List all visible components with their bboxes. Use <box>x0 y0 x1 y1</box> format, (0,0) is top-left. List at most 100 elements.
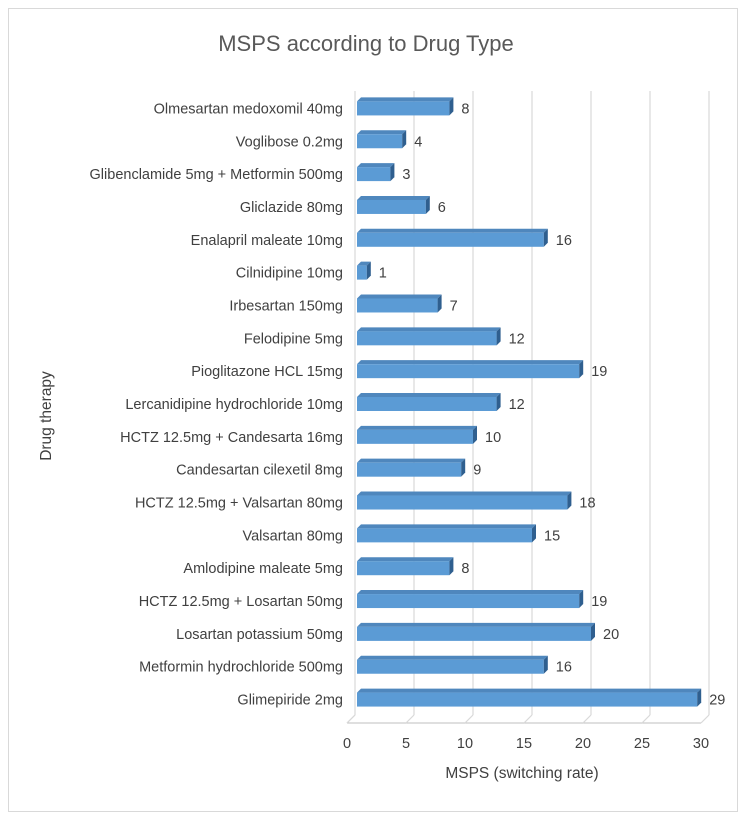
bar <box>357 393 501 411</box>
bar-front-face <box>357 429 473 444</box>
data-label: 12 <box>509 331 525 347</box>
bar-front-face <box>357 167 391 182</box>
bar-chart: MSPS according to Drug Type Olmesartan m… <box>38 31 725 782</box>
bar-front-face <box>357 561 450 576</box>
bar-end-face <box>449 97 454 116</box>
category-label: Felodipine 5mg <box>244 331 343 347</box>
bar-end-face <box>543 655 548 674</box>
bar-front-face <box>357 692 698 707</box>
data-label: 1 <box>379 266 387 282</box>
gridline-floor <box>346 714 356 724</box>
bar-end-face <box>543 228 548 247</box>
category-label: HCTZ 12.5mg + Valsartan 80mg <box>135 496 343 512</box>
bar <box>357 195 430 214</box>
category-label: Valsartan 80mg <box>243 528 343 544</box>
bar-front-face <box>357 298 438 313</box>
bar-end-face <box>449 557 454 576</box>
category-label: Olmesartan medoxomil 40mg <box>154 101 343 117</box>
bar-end-face <box>567 491 572 510</box>
bar <box>357 655 548 674</box>
data-label: 18 <box>579 496 595 512</box>
data-label: 20 <box>603 627 619 643</box>
chart-title: MSPS according to Drug Type <box>218 31 514 56</box>
gridline-floor <box>523 714 533 724</box>
category-labels: Olmesartan medoxomil 40mg Voglibose 0.2mg… <box>90 101 343 708</box>
bar-front-face <box>357 626 591 641</box>
bar-top-face <box>357 360 584 365</box>
data-label: 9 <box>473 463 481 479</box>
bar-top-face <box>357 688 702 693</box>
bar-end-face <box>579 360 584 379</box>
bar <box>357 590 584 609</box>
category-label: Pioglitazone HCL 15mg <box>191 364 343 380</box>
bar-top-face <box>357 393 501 397</box>
data-label: 3 <box>402 167 410 183</box>
category-label: Lercanidipine hydrochloride 10mg <box>125 397 343 413</box>
bar-front-face <box>357 462 462 477</box>
bar-top-face <box>357 590 584 595</box>
bar-end-face <box>697 688 702 707</box>
bar-end-face <box>402 130 407 149</box>
bar-top-face <box>357 622 595 627</box>
bar-top-face <box>357 294 442 299</box>
bar-front-face <box>357 331 497 346</box>
x-axis-title: MSPS (switching rate) <box>445 765 598 782</box>
bar-top-face <box>357 458 466 463</box>
bar <box>357 622 595 641</box>
category-label: Cilnidipine 10mg <box>236 266 343 282</box>
bar <box>357 228 548 247</box>
gridline-floor <box>464 714 474 724</box>
bar-end-face <box>461 458 466 477</box>
bar <box>357 458 466 477</box>
x-tick-label: 15 <box>516 736 532 752</box>
bar <box>357 688 702 707</box>
bar-end-face <box>437 294 442 313</box>
bar <box>357 97 454 116</box>
bar-top-face <box>357 524 536 529</box>
data-label: 6 <box>438 200 446 216</box>
bar <box>357 491 572 510</box>
category-label: HCTZ 12.5mg + Losartan 50mg <box>139 594 343 610</box>
bar-front-face <box>357 199 426 214</box>
chart-frame: MSPS according to Drug Type Olmesartan m… <box>8 8 738 812</box>
bar-end-face <box>496 327 501 346</box>
data-label: 12 <box>509 397 525 413</box>
bar-front-face <box>357 528 532 543</box>
data-label: 4 <box>414 134 422 150</box>
category-label: Glibenclamide 5mg + Metformin 500mg <box>90 167 343 183</box>
bar <box>357 261 371 280</box>
bar <box>357 163 395 182</box>
bar-end-face <box>591 622 595 641</box>
category-label: Losartan potassium 50mg <box>176 627 343 643</box>
bar-top-face <box>357 655 548 660</box>
data-label: 19 <box>591 594 607 610</box>
bar-end-face <box>425 195 430 214</box>
bar-front-face <box>357 364 580 379</box>
bar-front-face <box>357 659 544 674</box>
bar-end-face <box>532 524 536 543</box>
bar <box>357 130 407 149</box>
bar-top-face <box>357 491 572 496</box>
bar <box>357 557 454 576</box>
y-axis-title: Drug therapy <box>38 371 55 461</box>
bar-end-face <box>366 261 371 280</box>
bar-front-face <box>357 134 403 149</box>
x-tick-label: 30 <box>693 736 709 752</box>
data-label: 19 <box>591 364 607 380</box>
bar-end-face <box>579 590 584 609</box>
gridline-floor <box>700 714 710 724</box>
category-label: Metformin hydrochloride 500mg <box>139 660 343 676</box>
bar-top-face <box>357 261 371 266</box>
bar-top-face <box>357 425 477 430</box>
category-label: Glimepiride 2mg <box>237 693 343 709</box>
x-tick-label: 10 <box>457 736 473 752</box>
x-tick-label: 0 <box>343 736 351 752</box>
bar-top-face <box>357 163 395 168</box>
category-label: HCTZ 12.5mg + Candesarta 16mg <box>120 430 343 446</box>
bar-front-face <box>357 397 497 411</box>
bar-end-face <box>496 393 501 411</box>
category-label: Enalapril maleate 10mg <box>191 233 343 249</box>
category-label: Voglibose 0.2mg <box>236 134 343 150</box>
bar <box>357 524 536 543</box>
data-label: 15 <box>544 528 560 544</box>
